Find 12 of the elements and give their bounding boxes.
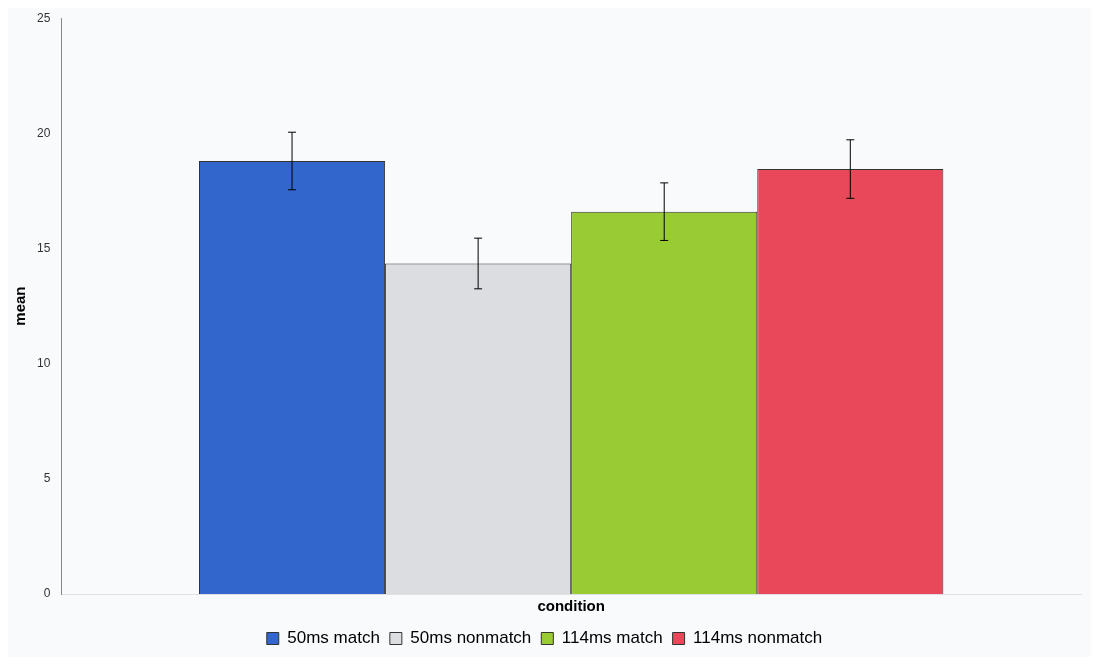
- y-tick-label: 15: [36, 240, 51, 255]
- y-axis-title: mean: [11, 286, 29, 326]
- y-tick-label: 0: [43, 586, 51, 601]
- legend-label: 114ms nonmatch: [693, 628, 823, 648]
- y-tick-label: 5: [43, 471, 51, 486]
- legend-label: 50ms match: [287, 628, 380, 648]
- y-tick-label: 10: [36, 355, 51, 370]
- y-tick-label: 25: [36, 10, 51, 25]
- x-axis-title: condition: [537, 597, 605, 615]
- y-tick-label: 20: [36, 125, 51, 140]
- legend-label: 114ms match: [561, 628, 663, 648]
- legend-label: 50ms nonmatch: [410, 628, 532, 648]
